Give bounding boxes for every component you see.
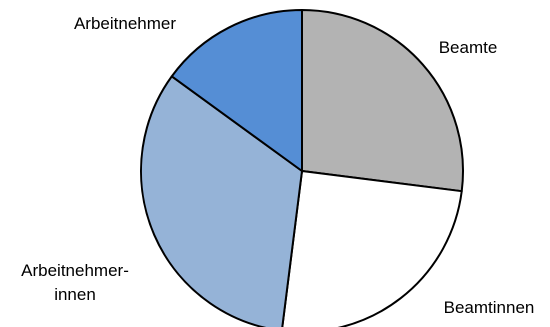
pie-labels: Beamte Beamtinnen Arbeitnehmer-innen Arbeit… [21,14,534,317]
pie-slice-arbeitnehmer-innen [140,75,303,327]
slice-label-arbeitnehmer-innen: Arbeitnehmer-innen [21,261,129,304]
pie-slice-beamtinnen [281,170,463,327]
slice-label-arbeitnehmer: Arbeitnehmer [74,14,176,33]
slice-label-beamtinnen: Beamtinnen [444,298,535,317]
pie-slices [140,9,464,327]
pie-slice-beamte [301,9,464,193]
slice-label-beamte: Beamte [439,38,498,57]
pie-slice-arbeitnehmer [170,9,303,172]
